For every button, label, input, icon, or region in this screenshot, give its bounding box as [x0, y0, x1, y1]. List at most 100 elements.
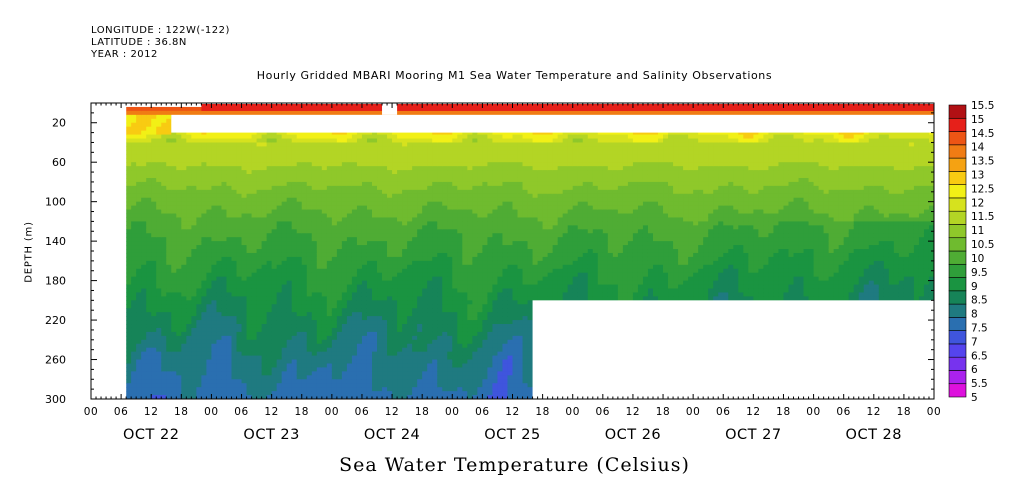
heatmap-cell	[271, 391, 278, 396]
heatmap-cell	[146, 126, 152, 132]
heatmap-cell	[276, 379, 283, 384]
heatmap-cell	[276, 335, 283, 341]
heatmap-cell	[447, 205, 453, 211]
heatmap-cell	[392, 166, 398, 171]
heatmap-cell	[457, 363, 463, 369]
heatmap-cell	[146, 335, 152, 341]
heatmap-cell	[126, 126, 132, 132]
heatmap-cell	[422, 320, 428, 325]
heatmap-cell	[437, 146, 443, 151]
heatmap-cell	[372, 379, 378, 384]
heatmap-cell	[457, 339, 463, 345]
heatmap-cell	[321, 312, 328, 317]
heatmap-cell	[382, 237, 388, 242]
heatmap-cell	[427, 150, 433, 155]
heatmap-cell	[261, 174, 268, 179]
heatmap-cell	[236, 379, 243, 384]
heatmap-cell	[291, 162, 298, 167]
heatmap-cell	[281, 308, 288, 313]
heatmap-cell	[306, 252, 313, 258]
heatmap-cell	[417, 209, 423, 215]
heatmap-cell	[181, 158, 187, 163]
heatmap-cell	[361, 272, 368, 278]
heatmap-cell	[437, 134, 443, 140]
heatmap-cell	[311, 367, 318, 372]
heatmap-cell	[356, 268, 363, 274]
heatmap-cell	[271, 276, 278, 282]
heatmap-cell	[397, 225, 403, 230]
heatmap-cell	[156, 134, 162, 140]
heatmap-cell	[412, 371, 418, 376]
heatmap-cell	[397, 201, 403, 207]
heatmap-cell	[366, 150, 373, 155]
heatmap-cell	[296, 158, 303, 163]
heatmap-cell	[407, 347, 413, 353]
heatmap-cell	[241, 241, 248, 246]
heatmap-cell	[281, 170, 288, 175]
heatmap-cell	[261, 233, 268, 238]
heatmap-cell	[331, 379, 338, 384]
heatmap-cell	[126, 320, 132, 325]
heatmap-cell	[316, 324, 323, 329]
heatmap-cell	[296, 316, 303, 321]
heatmap-cell	[226, 288, 233, 294]
heatmap-cell	[156, 189, 162, 195]
heatmap-cell	[226, 185, 233, 191]
heatmap-cell	[246, 166, 253, 171]
heatmap-cell	[331, 237, 338, 242]
heatmap-cell	[457, 252, 463, 258]
heatmap-cell	[392, 217, 398, 222]
heatmap-cell	[311, 260, 318, 266]
heatmap-cell	[186, 292, 192, 297]
heatmap-cell	[341, 383, 348, 388]
heatmap-cell	[437, 249, 443, 254]
heatmap-cell	[191, 217, 197, 222]
heatmap-cell	[351, 327, 358, 333]
heatmap-cell	[392, 205, 398, 211]
heatmap-cell	[336, 249, 343, 254]
heatmap-cell	[447, 170, 453, 175]
heatmap-cell	[191, 249, 197, 254]
heatmap-cell	[377, 268, 383, 274]
heatmap-cell	[126, 375, 132, 380]
heatmap-cell	[201, 209, 208, 215]
heatmap-cell	[241, 174, 248, 179]
heatmap-cell	[457, 308, 463, 313]
heatmap-cell	[186, 324, 192, 329]
heatmap-cell	[156, 166, 162, 171]
heatmap-cell	[271, 395, 278, 399]
heatmap-cell	[221, 312, 228, 317]
heatmap-cell	[442, 158, 448, 163]
heatmap-cell	[377, 383, 383, 388]
heatmap-cell	[281, 241, 288, 246]
heatmap-cell	[136, 324, 142, 329]
heatmap-cell	[422, 237, 428, 242]
heatmap-cell	[361, 185, 368, 191]
heatmap-cell	[306, 154, 313, 159]
heatmap-cell	[261, 130, 268, 136]
heatmap-cell	[412, 138, 418, 144]
heatmap-cell	[377, 221, 383, 226]
heatmap-cell	[427, 158, 433, 163]
heatmap-cell	[402, 272, 408, 278]
heatmap-cell	[141, 339, 147, 345]
heatmap-cell	[387, 347, 393, 353]
heatmap-cell	[331, 174, 338, 179]
heatmap-cell	[201, 193, 208, 199]
heatmap-cell	[231, 197, 238, 203]
heatmap-cell	[251, 245, 258, 250]
heatmap-cell	[326, 264, 333, 270]
heatmap-cell	[427, 335, 433, 341]
heatmap-cell	[382, 130, 388, 136]
heatmap-cell	[407, 193, 413, 199]
heatmap-cell	[387, 205, 393, 211]
heatmap-cell	[176, 130, 182, 136]
heatmap-cell	[186, 363, 192, 369]
heatmap-cell	[266, 268, 273, 274]
heatmap-cell	[131, 217, 137, 222]
heatmap-cell	[331, 245, 338, 250]
heatmap-cell	[281, 110, 288, 116]
heatmap-cell	[417, 130, 423, 136]
heatmap-cell	[196, 201, 202, 207]
heatmap-cell	[437, 276, 443, 282]
